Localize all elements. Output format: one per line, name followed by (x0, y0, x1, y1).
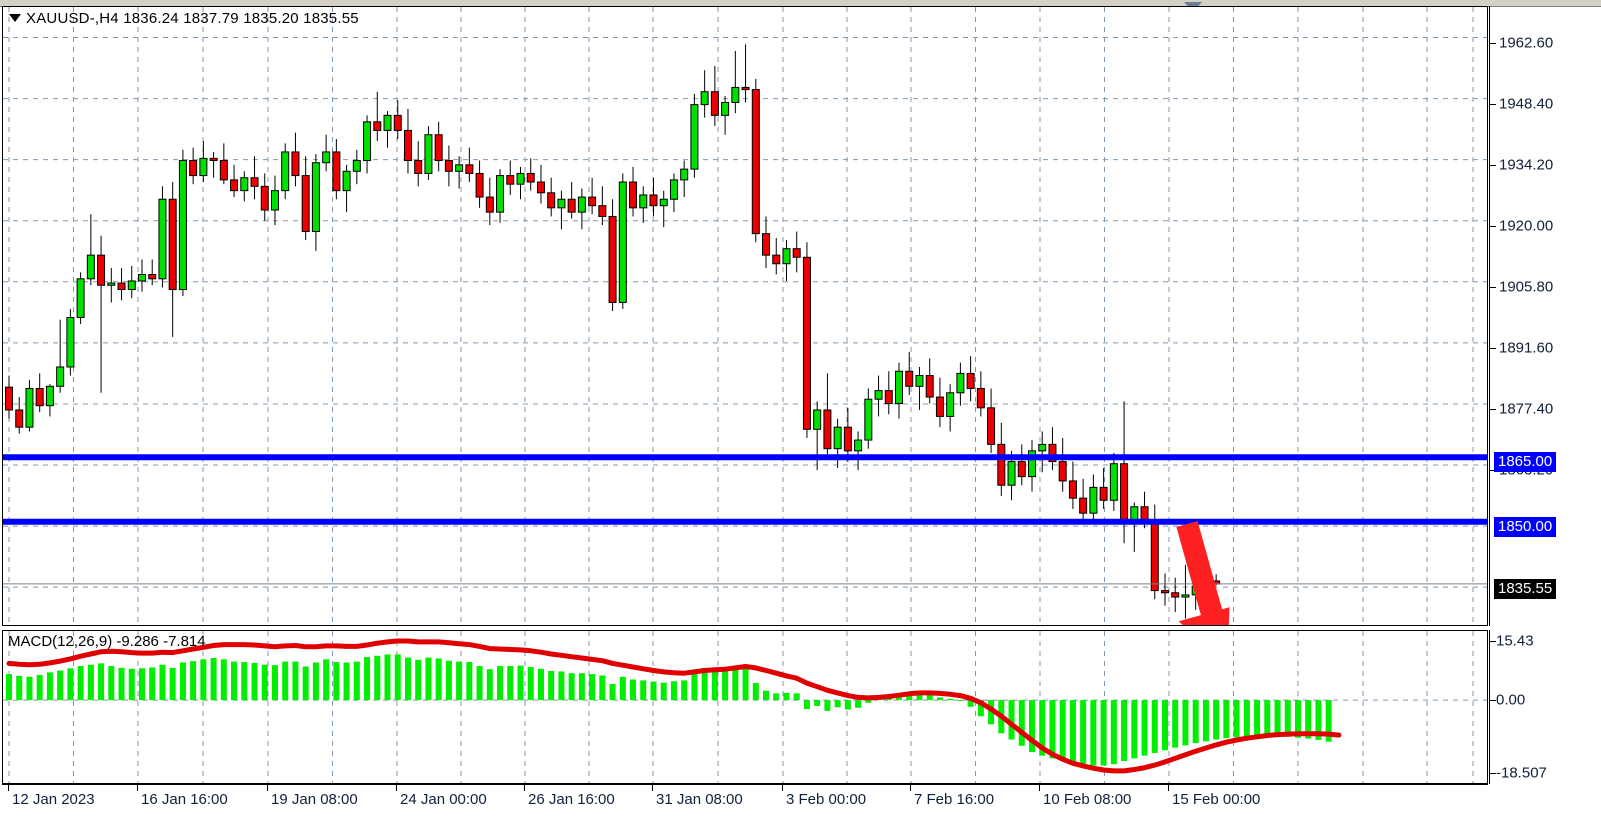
time-axis-label: 3 Feb 00:00 (786, 791, 867, 808)
triangle-down-icon[interactable] (9, 14, 21, 23)
macd-axis-label: 0.00 (1496, 691, 1526, 709)
time-axis-label: 7 Feb 16:00 (914, 791, 995, 808)
price-axis-label: 1905.80 (1499, 278, 1554, 296)
macd-axis-tick (1490, 700, 1496, 702)
time-axis-tick (1039, 785, 1040, 791)
time-axis-label: 12 Jan 2023 (12, 791, 95, 808)
time-axis-tick (782, 785, 783, 791)
macd-label: MACD(12,26,9) -9.286 -7.814 (8, 633, 206, 650)
price-axis[interactable]: 1962.60 1948.40 1934.20 1920.00 1905.80 1891.… (1489, 6, 1601, 626)
time-axis-label: 16 Jan 16:00 (141, 791, 228, 808)
level-price-badge[interactable]: 1865.00 (1494, 452, 1557, 473)
chart-header: XAUUSD-,H4 1836.24 1837.79 1835.20 1835.… (9, 10, 359, 27)
macd-indicator-pane[interactable]: MACD(12,26,9) -9.286 -7.814 (2, 630, 1488, 784)
time-axis-label: 24 Jan 00:00 (400, 791, 487, 808)
time-axis-label: 10 Feb 08:00 (1043, 791, 1132, 808)
price-axis-label: 1877.40 (1499, 400, 1554, 418)
symbol-ohlc-label: XAUUSD-,H4 1836.24 1837.79 1835.20 1835.… (26, 10, 359, 27)
bearish-arrow (1176, 521, 1230, 625)
time-axis-tick (396, 785, 397, 791)
time-axis-tick (267, 785, 268, 791)
macd-axis-label: 15.43 (1496, 632, 1534, 650)
price-axis-label: 1891.60 (1499, 339, 1554, 357)
price-axis-tick (1490, 408, 1496, 410)
price-axis-label: 1962.60 (1499, 34, 1554, 52)
price-chart-pane[interactable]: XAUUSD-,H4 1836.24 1837.79 1835.20 1835.… (2, 6, 1488, 626)
price-axis-tick (1490, 103, 1496, 105)
price-chart-canvas (3, 7, 1487, 625)
price-axis-label: 1920.00 (1499, 217, 1554, 235)
price-axis-tick (1490, 347, 1496, 349)
time-axis-label: 26 Jan 16:00 (528, 791, 615, 808)
price-axis-tick (1490, 164, 1496, 166)
time-axis-tick (652, 785, 653, 791)
price-axis-tick (1490, 286, 1496, 288)
time-axis-tick (524, 785, 525, 791)
time-axis-tick (910, 785, 911, 791)
time-axis-label: 19 Jan 08:00 (271, 791, 358, 808)
macd-axis-tick (1490, 773, 1496, 774)
time-axis-label: 15 Feb 00:00 (1172, 791, 1261, 808)
time-axis: 12 Jan 2023 16 Jan 16:00 19 Jan 08:00 24 Ja… (2, 784, 1488, 814)
price-axis-label: 1934.20 (1499, 156, 1554, 174)
current-price-badge[interactable]: 1835.55 (1494, 578, 1557, 599)
price-axis-tick (1490, 225, 1496, 227)
price-axis-label: 1948.40 (1499, 95, 1554, 113)
price-axis-tick (1490, 42, 1496, 44)
time-axis-tick (1168, 785, 1169, 791)
time-axis-tick (8, 785, 9, 791)
macd-chart-canvas (3, 631, 1487, 783)
level-price-badge[interactable]: 1850.00 (1494, 516, 1557, 537)
price-axis-tick (1490, 470, 1496, 472)
time-axis-label: 31 Jan 08:00 (656, 791, 743, 808)
macd-axis-tick (1490, 641, 1496, 642)
macd-value-axis: 15.43 0.00 -18.507 (1489, 630, 1601, 784)
macd-axis-label: -18.507 (1496, 764, 1547, 782)
time-axis-tick (137, 785, 138, 791)
